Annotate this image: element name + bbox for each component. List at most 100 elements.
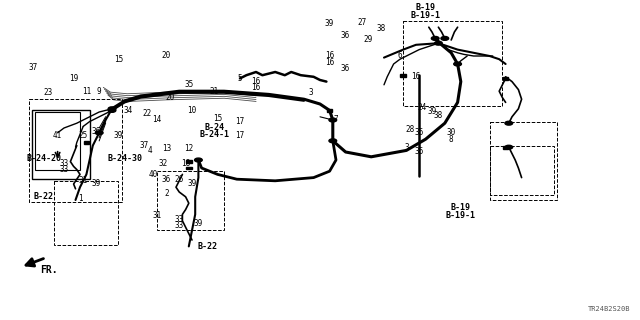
Bar [32,110,90,179]
Text: 3: 3 [404,143,409,152]
Text: 36: 36 [415,148,424,156]
Text: 27: 27 [357,18,366,27]
Text: 16: 16 [325,52,334,60]
Text: 31: 31 [79,176,88,185]
Text: 20: 20 [162,52,171,60]
Text: 5: 5 [237,74,243,83]
Text: 39: 39 [194,220,203,228]
Text: 10: 10 [188,106,196,115]
Circle shape [95,131,103,135]
Text: 29: 29 [364,36,372,44]
Text: B-19: B-19 [415,4,436,12]
Text: 26: 26 [175,175,184,184]
Bar [403,21,502,106]
Text: 14: 14 [152,116,161,124]
Text: 33: 33 [60,165,68,174]
Text: 21: 21 [210,87,219,96]
Text: 9: 9 [97,87,102,96]
Text: 33: 33 [175,215,184,224]
Text: 36: 36 [162,175,171,184]
Text: B-24-20: B-24-20 [26,154,61,163]
Text: 2: 2 [164,189,169,198]
Text: 25: 25 [79,132,88,140]
Bar [35,112,80,170]
Text: 24: 24 [418,103,427,112]
Text: 31: 31 [152,212,161,220]
Text: 16: 16 [412,72,420,81]
Bar [157,171,224,230]
Bar [186,160,192,163]
Bar [503,146,509,148]
Text: 41: 41 [53,132,62,140]
Circle shape [108,108,116,112]
Text: 39: 39 [428,108,436,116]
Text: 16: 16 [325,58,334,67]
Text: 36: 36 [415,128,424,137]
Text: 4: 4 [148,146,153,155]
Text: 15: 15 [114,55,123,64]
Text: 22: 22 [143,109,152,118]
Circle shape [435,41,442,45]
Text: TR24B2S20B: TR24B2S20B [588,306,630,312]
Circle shape [505,145,513,149]
Text: 28: 28 [405,125,414,134]
Text: 39: 39 [92,180,100,188]
Circle shape [431,36,439,40]
Text: B-22: B-22 [33,192,54,201]
Circle shape [505,121,513,125]
Text: 38: 38 [434,111,443,120]
Circle shape [454,62,461,66]
Text: 3: 3 [308,88,313,97]
Text: 32: 32 [159,159,168,168]
Text: 33: 33 [60,159,68,168]
Text: B-24: B-24 [204,124,225,132]
Text: 8: 8 [449,135,454,144]
Text: 37: 37 [140,141,148,150]
Text: 16: 16 [252,77,260,86]
Text: 16: 16 [252,84,260,92]
Text: FR.: FR. [40,265,58,276]
Text: 15: 15 [213,114,222,123]
Text: 17: 17 [236,117,244,126]
Circle shape [329,118,337,122]
Text: 12: 12 [184,144,193,153]
Text: 39: 39 [325,20,334,28]
Bar [29,99,122,202]
Text: 7: 7 [333,116,339,124]
Text: 19: 19 [69,74,78,83]
Circle shape [195,158,202,162]
Text: 18: 18 [181,159,190,168]
Text: 20: 20 [165,93,174,102]
Text: 17: 17 [236,132,244,140]
Text: 39: 39 [114,132,123,140]
Text: 36: 36 [341,31,350,40]
Circle shape [441,36,449,40]
Circle shape [329,139,337,143]
Text: B-24-30: B-24-30 [108,154,142,163]
Circle shape [108,107,116,111]
Bar [186,167,192,170]
Text: 36: 36 [341,64,350,73]
Text: 6: 6 [397,52,403,60]
Text: B-22: B-22 [198,242,218,251]
Bar [490,146,554,195]
Bar [503,77,509,80]
Bar [401,74,406,76]
Bar [54,181,118,245]
Bar [327,109,333,112]
Text: 34: 34 [124,106,132,115]
Text: 39: 39 [188,180,196,188]
Bar [84,141,90,144]
Text: 40: 40 [149,170,158,179]
Text: B-24-1: B-24-1 [200,130,229,139]
Text: 30: 30 [447,128,456,137]
Text: B-19-1: B-19-1 [446,212,476,220]
Text: 37: 37 [29,63,38,72]
Text: 36: 36 [92,127,100,136]
Bar [490,122,557,200]
Text: B-19-1: B-19-1 [411,12,440,20]
Text: 23: 23 [44,88,52,97]
Text: 35: 35 [184,80,193,89]
Text: 13: 13 [162,144,171,153]
Text: 33: 33 [175,221,184,230]
